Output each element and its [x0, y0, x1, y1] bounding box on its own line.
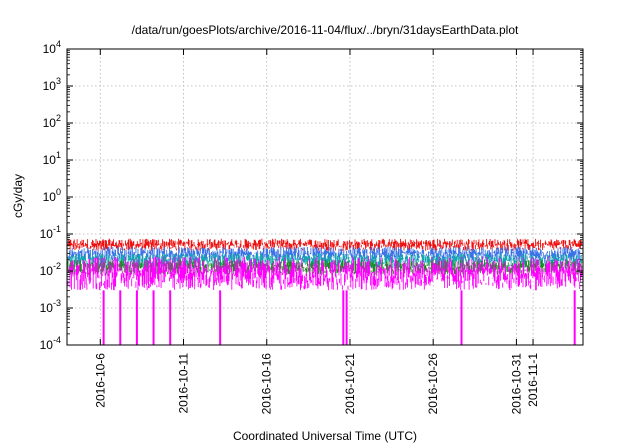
grid [67, 49, 583, 345]
x-tick-label: 2016-10-16 [260, 353, 274, 415]
x-tick-label: 2016-10-6 [93, 353, 107, 408]
y-tick-label: 102 [43, 113, 61, 130]
y-tick-label: 10-1 [40, 224, 61, 241]
y-tick-label: 101 [43, 150, 61, 167]
axes: 10-4 10-3 10-2 10-1 100 101 102 103 104 2016-10-6… [40, 39, 584, 415]
y-tick-label: 10-2 [40, 261, 61, 278]
x-tick-label: 2016-10-11 [177, 353, 191, 414]
y-tick-label: 104 [43, 39, 61, 56]
x-tick-label: 2016-11-1 [526, 353, 540, 407]
x-tick-label: 2016-10-31 [509, 353, 523, 415]
x-axis-label: Coordinated Universal Time (UTC) [233, 429, 417, 443]
y-tick-label: 103 [43, 76, 61, 93]
y-tick-label: 100 [43, 187, 61, 204]
series-line [67, 256, 583, 291]
x-tick-label: 2016-10-21 [343, 353, 357, 415]
y-tick-label: 10-3 [40, 298, 61, 315]
plot-area [67, 238, 583, 345]
chart-title: /data/run/goesPlots/archive/2016-11-04/f… [132, 23, 519, 37]
y-tick-label: 10-4 [40, 335, 61, 352]
y-axis-label: cGy/day [11, 174, 25, 218]
x-tick-label: 2016-10-26 [426, 353, 440, 415]
